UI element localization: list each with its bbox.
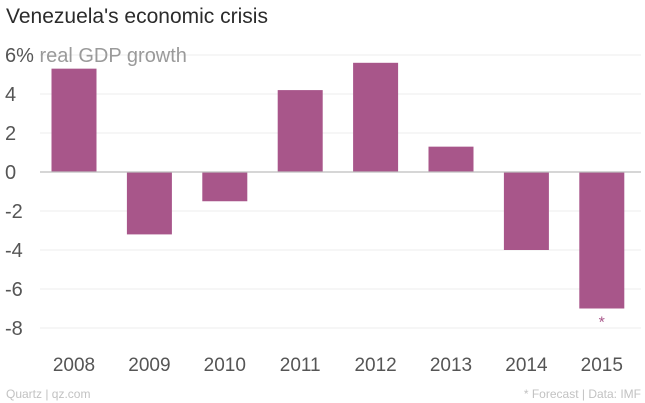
y-tick-label: -2 [5,201,23,223]
x-tick-label: 2013 [430,355,472,376]
x-tick-label: 2009 [128,355,170,376]
y-tick-label: 2 [5,123,16,145]
y-tick-label: -6 [5,279,23,301]
bar [126,172,172,235]
x-tick-label: 2015 [581,355,623,376]
y-tick-label: 4 [5,84,16,106]
x-tick-label: 2012 [354,355,396,376]
x-tick-label: 2014 [505,355,548,376]
bar [353,62,399,172]
bar [277,90,323,172]
bar [503,172,549,250]
bar [579,172,625,309]
footer-source: Quartz | qz.com [6,387,91,401]
y-axis-label: 6% real GDP growth [5,45,187,67]
y-tick-label: 0 [5,162,16,184]
forecast-marker: * [599,315,605,332]
bar [428,146,474,172]
y-tick-label: -8 [5,318,23,340]
bar [202,172,248,202]
footer-note: * Forecast | Data: IMF [523,387,641,401]
x-tick-label: 2008 [53,355,95,376]
x-tick-label: 2010 [204,355,246,376]
x-tick-label: 2011 [280,355,321,376]
chart-title: Venezuela's economic crisis [6,5,268,28]
y-tick-label: -4 [5,240,23,262]
bar [51,68,97,172]
